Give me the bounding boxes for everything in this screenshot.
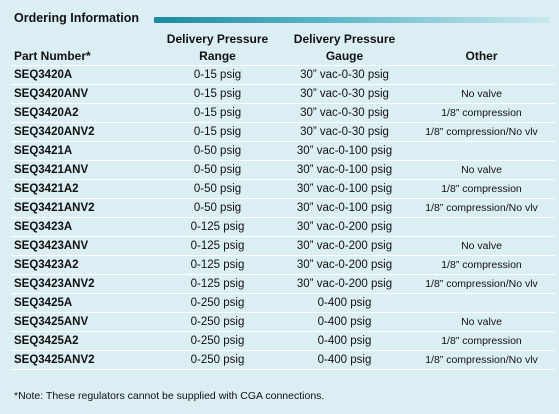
pressure-range-cell: 0-125 psig (154, 236, 281, 256)
gauge-cell: 30” vac-0-30 psig (281, 122, 408, 142)
other-cell: 1/8” compression (408, 255, 555, 275)
table-row: SEQ3425ANV 0-250 psig 0-400 psig No valve (11, 312, 555, 332)
table-row: SEQ3421A 0-50 psig 30” vac-0-100 psig (11, 141, 555, 161)
other-cell: 1/8” compression/No vlv (408, 274, 555, 294)
pressure-range-cell: 0-250 psig (154, 350, 281, 370)
pressure-range-cell: 0-50 psig (154, 198, 281, 218)
other-cell: 1/8” compression/No vlv (408, 122, 555, 142)
table-row: SEQ3420A2 0-15 psig 30” vac-0-30 psig 1/8” … (11, 103, 555, 123)
pressure-range-cell: 0-250 psig (154, 331, 281, 351)
part-number-cell: SEQ3423A2 (11, 255, 154, 275)
other-cell: 1/8” compression/No vlv (408, 350, 555, 370)
gauge-cell: 30” vac-0-200 psig (281, 274, 408, 294)
table-row: SEQ3420ANV2 0-15 psig 30” vac-0-30 psig 1/8… (11, 122, 555, 142)
other-cell (408, 141, 555, 161)
header-part-number: Part Number* (11, 28, 154, 66)
other-cell (408, 293, 555, 313)
part-number-cell: SEQ3420ANV (11, 84, 154, 104)
part-number-cell: SEQ3421ANV (11, 160, 154, 180)
pressure-range-cell: 0-50 psig (154, 141, 281, 161)
gauge-cell: 30” vac-0-100 psig (281, 141, 408, 161)
pressure-range-cell: 0-125 psig (154, 217, 281, 237)
gauge-cell: 30” vac-0-100 psig (281, 160, 408, 180)
ordering-table: Part Number* Delivery Pressure Range Del… (11, 28, 555, 370)
other-cell (408, 217, 555, 237)
header-delivery-pressure-gauge: Delivery Pressure Gauge (281, 28, 408, 66)
other-cell (408, 65, 555, 85)
table-row: SEQ3423ANV2 0-125 psig 30” vac-0-200 psig 1… (11, 274, 555, 294)
pressure-range-cell: 0-125 psig (154, 255, 281, 275)
table-row: SEQ3425A 0-250 psig 0-400 psig (11, 293, 555, 313)
other-cell: No valve (408, 312, 555, 332)
other-cell: No valve (408, 84, 555, 104)
other-cell: No valve (408, 236, 555, 256)
gauge-cell: 30” vac-0-30 psig (281, 65, 408, 85)
header-other: Other (408, 28, 555, 66)
table-row: SEQ3423A 0-125 psig 30” vac-0-200 psig (11, 217, 555, 237)
title-accent-bar (154, 17, 550, 23)
part-number-cell: SEQ3423ANV2 (11, 274, 154, 294)
section-title: Ordering Information (14, 11, 139, 25)
pressure-range-cell: 0-50 psig (154, 179, 281, 199)
part-number-cell: SEQ3425A2 (11, 331, 154, 351)
gauge-cell: 0-400 psig (281, 350, 408, 370)
part-number-cell: SEQ3420ANV2 (11, 122, 154, 142)
part-number-cell: SEQ3425ANV (11, 312, 154, 332)
table-row: SEQ3420ANV 0-15 psig 30” vac-0-30 psig No v… (11, 84, 555, 104)
table-row: SEQ3421ANV2 0-50 psig 30” vac-0-100 psig 1/… (11, 198, 555, 218)
footnote: *Note: These regulators cannot be suppli… (14, 390, 325, 402)
gauge-cell: 30” vac-0-30 psig (281, 84, 408, 104)
part-number-cell: SEQ3420A (11, 65, 154, 85)
part-number-cell: SEQ3425ANV2 (11, 350, 154, 370)
pressure-range-cell: 0-250 psig (154, 312, 281, 332)
table-row: SEQ3421A2 0-50 psig 30” vac-0-100 psig 1/8”… (11, 179, 555, 199)
gauge-cell: 0-400 psig (281, 293, 408, 313)
part-number-cell: SEQ3421ANV2 (11, 198, 154, 218)
gauge-cell: 30” vac-0-100 psig (281, 198, 408, 218)
other-cell: 1/8” compression/No vlv (408, 198, 555, 218)
gauge-cell: 30” vac-0-200 psig (281, 217, 408, 237)
table-row: SEQ3423A2 0-125 psig 30” vac-0-200 psig 1/8… (11, 255, 555, 275)
header-delivery-pressure-range: Delivery Pressure Range (154, 28, 281, 66)
part-number-cell: SEQ3420A2 (11, 103, 154, 123)
gauge-cell: 30” vac-0-200 psig (281, 236, 408, 256)
part-number-cell: SEQ3421A (11, 141, 154, 161)
other-cell: No valve (408, 160, 555, 180)
pressure-range-cell: 0-15 psig (154, 65, 281, 85)
part-number-cell: SEQ3421A2 (11, 179, 154, 199)
table-row: SEQ3420A 0-15 psig 30” vac-0-30 psig (11, 65, 555, 85)
table-row: SEQ3425ANV2 0-250 psig 0-400 psig 1/8” comp… (11, 350, 555, 370)
pressure-range-cell: 0-125 psig (154, 274, 281, 294)
other-cell: 1/8” compression (408, 331, 555, 351)
part-number-cell: SEQ3423A (11, 217, 154, 237)
part-number-cell: SEQ3423ANV (11, 236, 154, 256)
gauge-cell: 30” vac-0-100 psig (281, 179, 408, 199)
gauge-cell: 0-400 psig (281, 312, 408, 332)
other-cell: 1/8” compression (408, 179, 555, 199)
pressure-range-cell: 0-50 psig (154, 160, 281, 180)
pressure-range-cell: 0-15 psig (154, 84, 281, 104)
table-row: SEQ3423ANV 0-125 psig 30” vac-0-200 psig No… (11, 236, 555, 256)
pressure-range-cell: 0-15 psig (154, 103, 281, 123)
table-row: SEQ3425A2 0-250 psig 0-400 psig 1/8” compre… (11, 331, 555, 351)
other-cell: 1/8” compression (408, 103, 555, 123)
pressure-range-cell: 0-250 psig (154, 293, 281, 313)
gauge-cell: 30” vac-0-30 psig (281, 103, 408, 123)
pressure-range-cell: 0-15 psig (154, 122, 281, 142)
gauge-cell: 30” vac-0-200 psig (281, 255, 408, 275)
table-header-row: Part Number* Delivery Pressure Range Del… (11, 28, 555, 66)
gauge-cell: 0-400 psig (281, 331, 408, 351)
table-row: SEQ3421ANV 0-50 psig 30” vac-0-100 psig No … (11, 160, 555, 180)
part-number-cell: SEQ3425A (11, 293, 154, 313)
